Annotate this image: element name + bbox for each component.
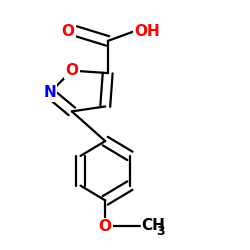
Text: CH: CH <box>141 218 165 232</box>
Text: O: O <box>65 63 78 78</box>
Text: OH: OH <box>134 24 160 38</box>
Text: O: O <box>99 219 112 234</box>
Text: 3: 3 <box>157 225 165 238</box>
Text: N: N <box>43 85 56 100</box>
Text: O: O <box>62 24 75 38</box>
